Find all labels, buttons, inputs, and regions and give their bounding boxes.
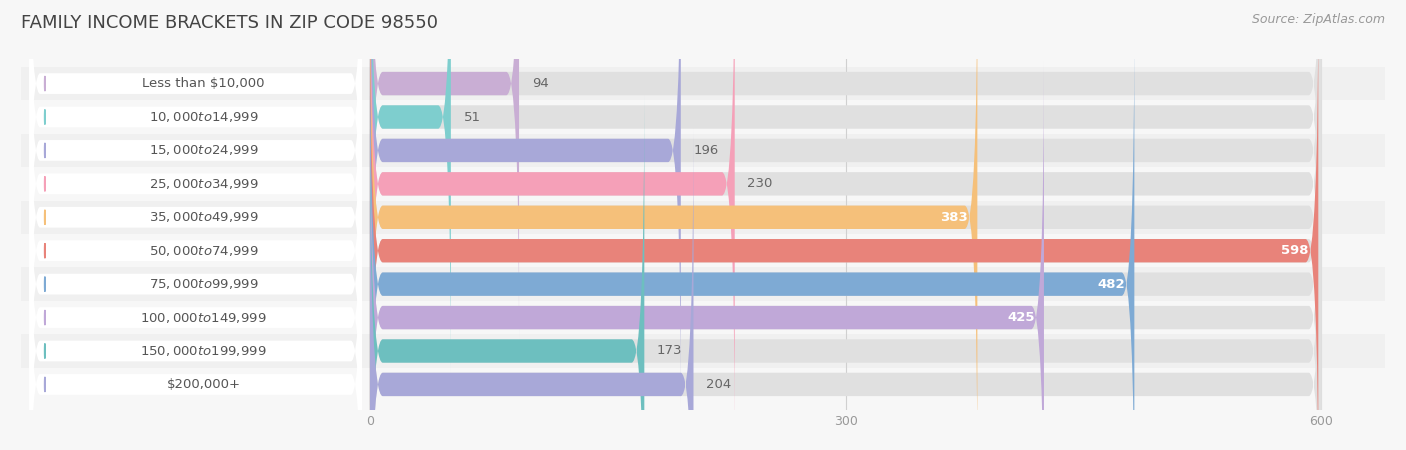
Text: $100,000 to $149,999: $100,000 to $149,999 xyxy=(141,310,267,324)
Text: 51: 51 xyxy=(464,111,481,123)
FancyBboxPatch shape xyxy=(370,62,1322,450)
FancyBboxPatch shape xyxy=(370,0,681,406)
FancyBboxPatch shape xyxy=(21,234,1385,267)
FancyBboxPatch shape xyxy=(21,301,1385,334)
FancyBboxPatch shape xyxy=(30,161,363,450)
FancyBboxPatch shape xyxy=(370,129,693,450)
Text: 230: 230 xyxy=(748,177,773,190)
FancyBboxPatch shape xyxy=(370,0,735,440)
Text: 383: 383 xyxy=(941,211,967,224)
FancyBboxPatch shape xyxy=(370,0,451,373)
FancyBboxPatch shape xyxy=(370,28,1135,450)
Text: $150,000 to $199,999: $150,000 to $199,999 xyxy=(141,344,267,358)
FancyBboxPatch shape xyxy=(30,60,363,450)
Text: $25,000 to $34,999: $25,000 to $34,999 xyxy=(149,177,259,191)
FancyBboxPatch shape xyxy=(370,0,977,450)
FancyBboxPatch shape xyxy=(21,134,1385,167)
FancyBboxPatch shape xyxy=(21,201,1385,234)
Text: FAMILY INCOME BRACKETS IN ZIP CODE 98550: FAMILY INCOME BRACKETS IN ZIP CODE 98550 xyxy=(21,14,439,32)
FancyBboxPatch shape xyxy=(370,0,1322,450)
FancyBboxPatch shape xyxy=(30,94,363,450)
FancyBboxPatch shape xyxy=(30,0,363,408)
Text: $10,000 to $14,999: $10,000 to $14,999 xyxy=(149,110,259,124)
FancyBboxPatch shape xyxy=(370,0,1322,406)
FancyBboxPatch shape xyxy=(30,27,363,450)
FancyBboxPatch shape xyxy=(370,0,1322,373)
Text: 425: 425 xyxy=(1007,311,1035,324)
FancyBboxPatch shape xyxy=(21,100,1385,134)
FancyBboxPatch shape xyxy=(370,95,1322,450)
FancyBboxPatch shape xyxy=(30,127,363,450)
FancyBboxPatch shape xyxy=(370,95,644,450)
Text: Less than $10,000: Less than $10,000 xyxy=(142,77,264,90)
Text: 204: 204 xyxy=(706,378,731,391)
FancyBboxPatch shape xyxy=(21,67,1385,100)
FancyBboxPatch shape xyxy=(370,62,1045,450)
FancyBboxPatch shape xyxy=(370,129,1322,450)
FancyBboxPatch shape xyxy=(370,0,1322,450)
FancyBboxPatch shape xyxy=(370,0,519,339)
FancyBboxPatch shape xyxy=(30,0,363,441)
FancyBboxPatch shape xyxy=(30,0,363,374)
FancyBboxPatch shape xyxy=(30,0,363,307)
FancyBboxPatch shape xyxy=(21,167,1385,201)
Text: $75,000 to $99,999: $75,000 to $99,999 xyxy=(149,277,259,291)
FancyBboxPatch shape xyxy=(21,368,1385,401)
Text: 173: 173 xyxy=(657,345,682,357)
Text: 598: 598 xyxy=(1281,244,1309,257)
Text: 196: 196 xyxy=(693,144,718,157)
Text: $200,000+: $200,000+ xyxy=(166,378,240,391)
Text: Source: ZipAtlas.com: Source: ZipAtlas.com xyxy=(1251,14,1385,27)
FancyBboxPatch shape xyxy=(370,0,1322,339)
FancyBboxPatch shape xyxy=(21,267,1385,301)
FancyBboxPatch shape xyxy=(370,0,1322,440)
Text: $50,000 to $74,999: $50,000 to $74,999 xyxy=(149,244,259,258)
Text: $35,000 to $49,999: $35,000 to $49,999 xyxy=(149,210,259,224)
FancyBboxPatch shape xyxy=(30,0,363,341)
Text: 94: 94 xyxy=(531,77,548,90)
FancyBboxPatch shape xyxy=(370,28,1322,450)
FancyBboxPatch shape xyxy=(21,334,1385,368)
Text: $15,000 to $24,999: $15,000 to $24,999 xyxy=(149,144,259,158)
Text: 482: 482 xyxy=(1097,278,1125,291)
FancyBboxPatch shape xyxy=(370,0,1319,450)
